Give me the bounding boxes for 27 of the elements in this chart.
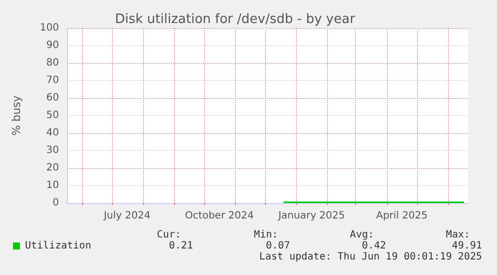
x-tick-label: July 2024 (102, 210, 150, 222)
text: 0.21 (168, 240, 194, 252)
y-tick-label: 40 (46, 128, 59, 138)
text: Cur: (156, 230, 182, 240)
y-tick-label: 60 (46, 92, 59, 104)
y-tick-label: 30 (46, 145, 59, 156)
x-tick-label: January 2025 (277, 210, 345, 222)
y-tick-label: 90 (46, 40, 59, 51)
text: Max: (446, 230, 470, 240)
text: 0.42 (362, 240, 386, 252)
chart-title: Disk utilization for /dev/sdb - by year (114, 12, 356, 27)
y-axis-title: % busy (10, 94, 23, 136)
legend-label: Utilization (25, 240, 92, 252)
y-tick-label: 50 (46, 110, 59, 121)
y-tick-label: 10 (46, 180, 59, 191)
text: Last update: Thu Jun 19 00:01:19 2025 (259, 252, 482, 262)
y-tick-label: 100 (40, 22, 59, 34)
y-tick-label: 80 (46, 58, 59, 68)
text: 49.91 (452, 240, 482, 252)
y-tick-label: 20 (46, 162, 59, 174)
y-tick-label: 0 (52, 198, 59, 208)
text: 0.07 (266, 240, 290, 252)
x-tick-label: April 2025 (376, 210, 428, 222)
x-tick-label: October 2024 (185, 210, 254, 222)
text: Min: (254, 230, 278, 240)
text: Avg: (350, 230, 374, 240)
y-tick-label: 70 (46, 75, 59, 86)
